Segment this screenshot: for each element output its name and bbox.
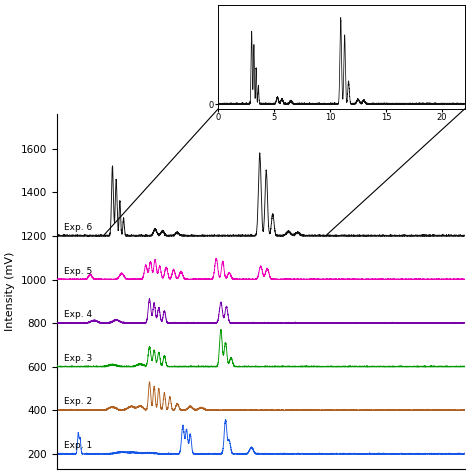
Text: Exp. 3: Exp. 3 [64, 354, 92, 363]
Text: Exp. 2: Exp. 2 [64, 397, 92, 406]
Text: Exp. 5: Exp. 5 [64, 266, 92, 275]
Text: Exp. 4: Exp. 4 [64, 310, 92, 319]
Text: Exp. 6: Exp. 6 [64, 223, 92, 232]
Y-axis label: Intensity (mV): Intensity (mV) [5, 252, 15, 331]
Text: Exp. 1: Exp. 1 [64, 441, 92, 450]
